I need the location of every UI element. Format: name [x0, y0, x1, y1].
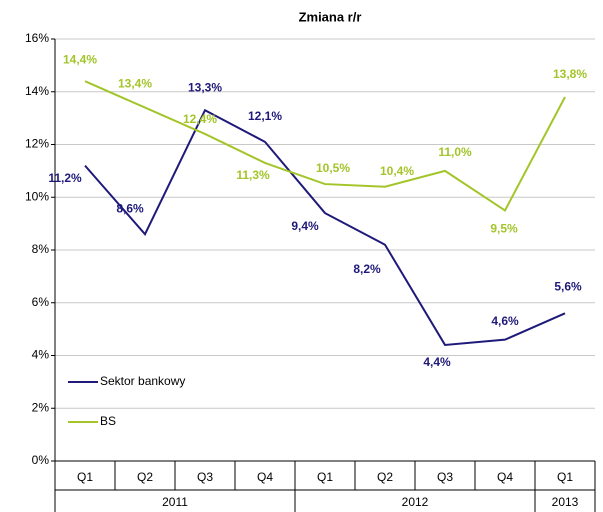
x-tick-label: Q3	[437, 470, 453, 484]
y-tick-label: 0%	[32, 453, 50, 467]
chart-title: Zmiana r/r	[299, 9, 362, 24]
value-label: 12,1%	[248, 109, 282, 123]
value-label: 13,8%	[553, 67, 587, 81]
x-tick-label: Q1	[317, 470, 333, 484]
y-tick-label: 2%	[32, 400, 50, 414]
legend-label: Sektor bankowy	[100, 374, 185, 388]
group-label: 2012	[402, 495, 429, 509]
y-tick-label: 8%	[32, 242, 50, 256]
x-tick-label: Q1	[557, 470, 573, 484]
value-label: 13,3%	[188, 80, 222, 94]
legend-label: BS	[100, 414, 116, 428]
value-label: 11,0%	[438, 145, 472, 159]
value-label: 8,6%	[116, 201, 144, 215]
value-label: 14,4%	[63, 52, 97, 66]
value-label: 11,3%	[236, 168, 270, 182]
value-label: 5,6%	[554, 279, 582, 293]
value-label: 12,4%	[183, 112, 217, 126]
y-tick-label: 12%	[25, 137, 49, 151]
x-tick-label: Q2	[137, 470, 153, 484]
group-label: 2013	[552, 495, 579, 509]
x-tick-label: Q4	[497, 470, 513, 484]
group-label: 2011	[162, 495, 188, 509]
value-label: 10,4%	[380, 164, 414, 178]
value-label: 13,4%	[118, 77, 152, 91]
value-label: 8,2%	[353, 262, 381, 276]
y-tick-label: 6%	[32, 295, 50, 309]
value-label: 9,4%	[291, 219, 319, 233]
y-tick-label: 14%	[25, 84, 49, 98]
value-label: 11,2%	[48, 171, 82, 185]
value-label: 4,4%	[423, 355, 451, 369]
value-label: 9,5%	[490, 222, 518, 236]
series-line	[84, 80, 566, 212]
y-tick-label: 4%	[32, 348, 50, 362]
y-tick-label: 16%	[25, 31, 49, 45]
value-label: 10,5%	[316, 161, 350, 175]
series-line	[84, 108, 566, 347]
value-label: 4,6%	[491, 314, 519, 328]
x-tick-label: Q3	[197, 470, 213, 484]
x-tick-label: Q1	[77, 470, 93, 484]
x-tick-label: Q4	[257, 470, 273, 484]
y-tick-label: 10%	[25, 189, 49, 203]
x-tick-label: Q2	[377, 470, 393, 484]
